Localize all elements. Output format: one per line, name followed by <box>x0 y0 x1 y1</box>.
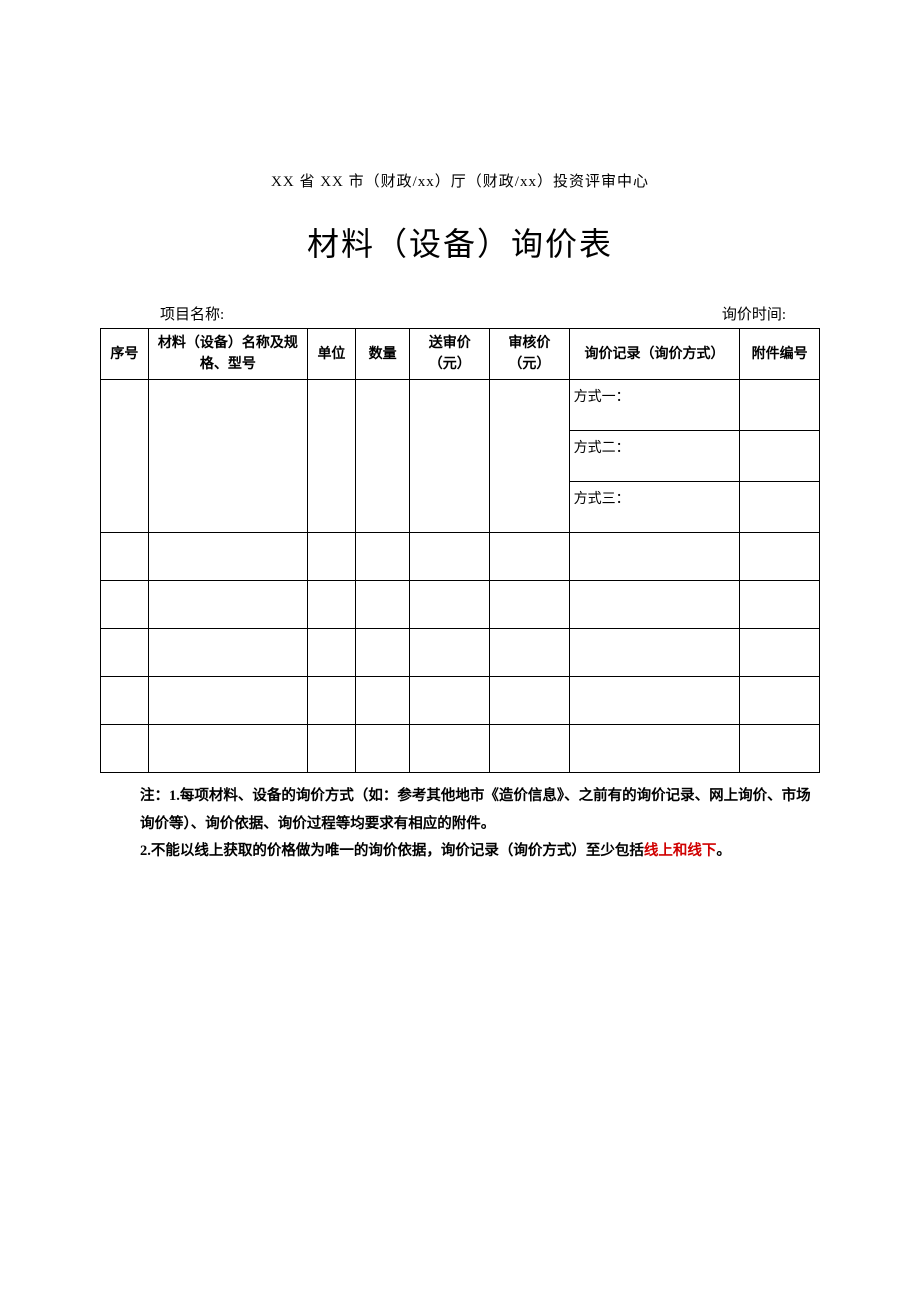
cell-qty <box>355 380 410 533</box>
col-header-send-price: 送审价（元） <box>410 329 490 380</box>
cell <box>101 677 149 725</box>
cell-audit-price <box>490 380 570 533</box>
document-page: XX 省 XX 市（财政/xx）厅（财政/xx）投资评审中心 材料（设备）询价表… <box>0 0 920 866</box>
col-header-seq: 序号 <box>101 329 149 380</box>
cell <box>490 677 570 725</box>
cell <box>569 629 740 677</box>
cell <box>740 533 820 581</box>
cell <box>490 629 570 677</box>
cell <box>355 629 410 677</box>
cell <box>569 533 740 581</box>
inquiry-time-label: 询价时间: <box>722 303 816 324</box>
cell <box>569 581 740 629</box>
cell <box>355 677 410 725</box>
inquiry-table: 序号 材料（设备）名称及规格、型号 单位 数量 送审价（元） 审核价（元） 询价… <box>100 328 820 773</box>
col-header-qty: 数量 <box>355 329 410 380</box>
cell <box>308 677 356 725</box>
meta-row: 项目名称: 询价时间: <box>100 303 820 328</box>
cell <box>101 629 149 677</box>
note-1-text: 1.每项材料、设备的询价方式（如：参考其他地市《造价信息》、之前有的询价记录、网… <box>140 788 811 832</box>
col-header-name: 材料（设备）名称及规格、型号 <box>148 329 307 380</box>
table-row <box>101 533 820 581</box>
notes-block: 注：1.每项材料、设备的询价方式（如：参考其他地市《造价信息》、之前有的询价记录… <box>100 783 820 866</box>
cell-method-2: 方式二： <box>569 431 740 482</box>
cell <box>410 581 490 629</box>
cell <box>569 725 740 773</box>
table-row <box>101 725 820 773</box>
note-prefix: 注： <box>140 788 169 804</box>
cell <box>490 581 570 629</box>
cell <box>410 677 490 725</box>
document-title: 材料（设备）询价表 <box>100 219 820 265</box>
cell <box>740 725 820 773</box>
cell <box>148 581 307 629</box>
cell-attach <box>740 482 820 533</box>
cell-send-price <box>410 380 490 533</box>
cell-unit <box>308 380 356 533</box>
cell <box>490 725 570 773</box>
cell-name <box>148 380 307 533</box>
cell <box>490 533 570 581</box>
cell <box>308 725 356 773</box>
cell-attach <box>740 431 820 482</box>
cell <box>410 533 490 581</box>
cell <box>355 533 410 581</box>
cell <box>569 677 740 725</box>
cell <box>740 629 820 677</box>
project-name-label: 项目名称: <box>160 303 224 324</box>
col-header-record: 询价记录（询价方式） <box>569 329 740 380</box>
cell <box>355 581 410 629</box>
table-row: 方式一： <box>101 380 820 431</box>
cell <box>148 677 307 725</box>
note-2-text-c: 。 <box>716 843 731 859</box>
note-2-text-a: 2.不能以线上获取的价格做为唯一的询价依据，询价记录（询价方式）至少包括 <box>140 843 644 859</box>
note-line-2: 2.不能以线上获取的价格做为唯一的询价依据，询价记录（询价方式）至少包括线上和线… <box>140 838 816 866</box>
col-header-attach: 附件编号 <box>740 329 820 380</box>
cell-seq <box>101 380 149 533</box>
note-2-text-red: 线上和线下 <box>644 843 717 859</box>
cell-attach <box>740 380 820 431</box>
cell <box>148 725 307 773</box>
organization-line: XX 省 XX 市（财政/xx）厅（财政/xx）投资评审中心 <box>100 170 820 191</box>
cell <box>740 581 820 629</box>
cell <box>308 533 356 581</box>
cell <box>101 725 149 773</box>
cell <box>148 533 307 581</box>
table-header-row: 序号 材料（设备）名称及规格、型号 单位 数量 送审价（元） 审核价（元） 询价… <box>101 329 820 380</box>
cell <box>410 725 490 773</box>
cell-method-3: 方式三： <box>569 482 740 533</box>
table-row <box>101 629 820 677</box>
cell <box>308 581 356 629</box>
cell <box>355 725 410 773</box>
table-row <box>101 581 820 629</box>
cell <box>308 629 356 677</box>
note-line-1: 注：1.每项材料、设备的询价方式（如：参考其他地市《造价信息》、之前有的询价记录… <box>140 783 816 838</box>
cell <box>101 581 149 629</box>
cell <box>410 629 490 677</box>
col-header-unit: 单位 <box>308 329 356 380</box>
cell <box>740 677 820 725</box>
cell-method-1: 方式一： <box>569 380 740 431</box>
table-row <box>101 677 820 725</box>
cell <box>148 629 307 677</box>
cell <box>101 533 149 581</box>
col-header-audit-price: 审核价（元） <box>490 329 570 380</box>
